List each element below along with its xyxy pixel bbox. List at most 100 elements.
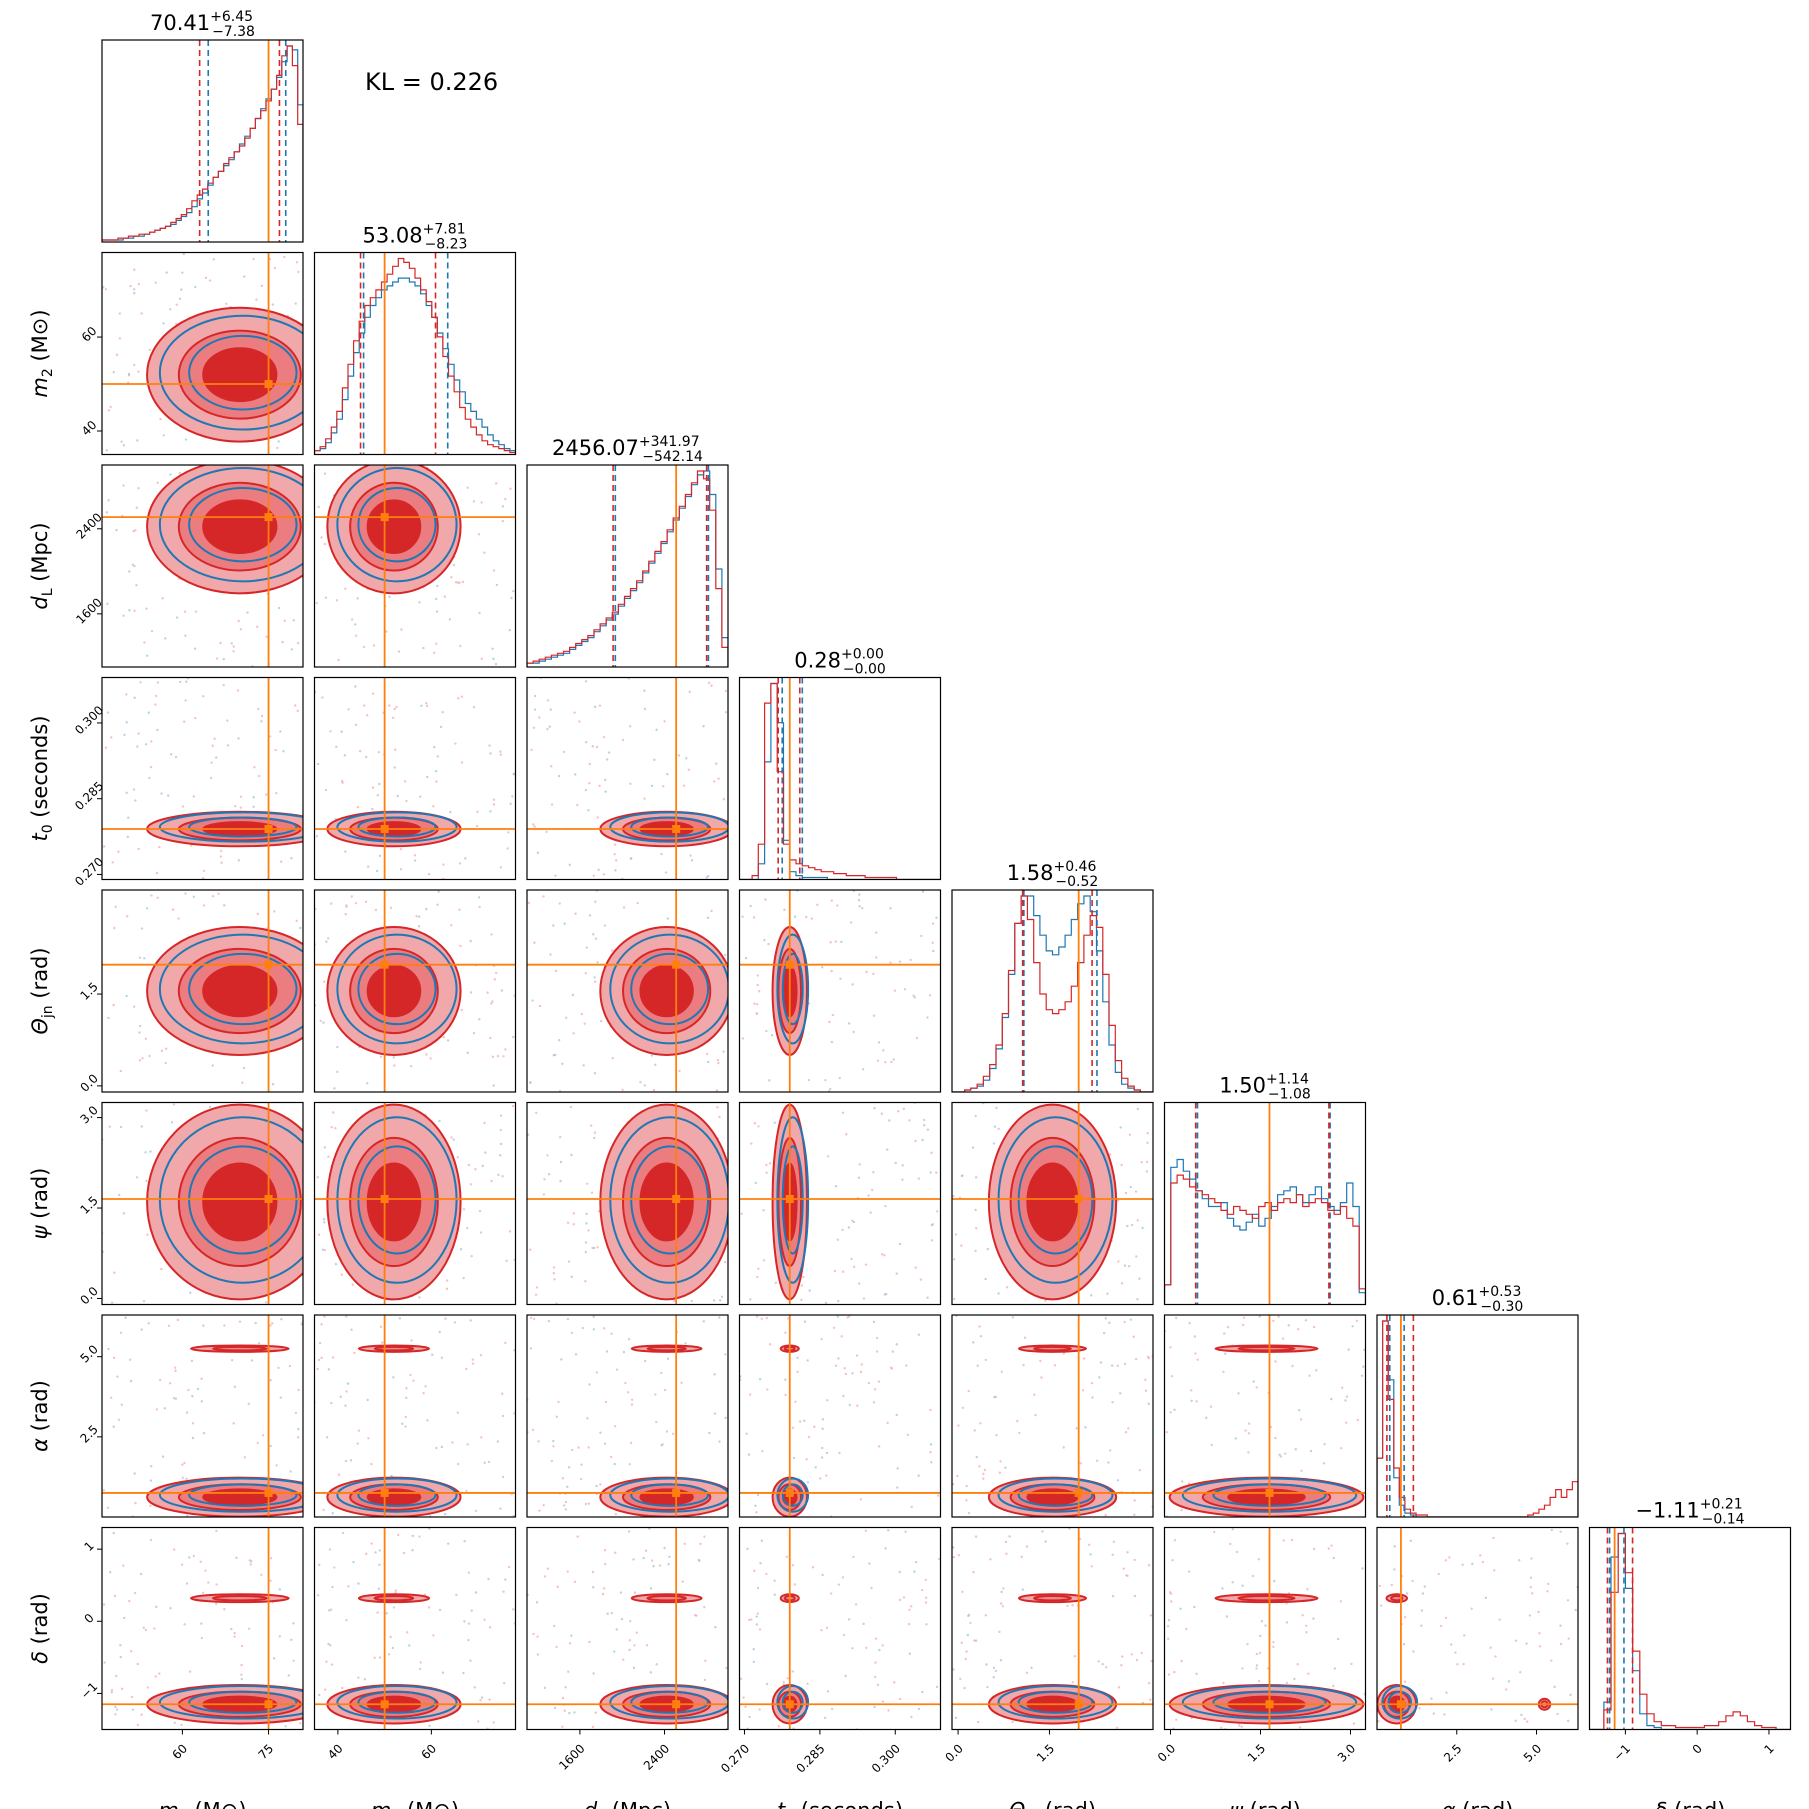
scatter-point [200,1636,204,1640]
panel-theta-vs-m2 [313,889,517,1093]
scatter-point [127,816,130,819]
panel-theta-vs-t0 [738,889,942,1093]
scatter-point [851,983,854,986]
scatter-point [328,1609,331,1612]
scatter-point [864,1263,868,1266]
scatter-point [168,1382,172,1385]
scatter-point [546,699,550,702]
scatter-point [572,1223,575,1226]
scatter-point [254,1321,257,1325]
scatter-point [391,1646,395,1650]
scatter-point [843,1367,846,1370]
scatter-point [553,1624,556,1628]
title-minus: −7.38 [212,24,255,40]
scatter-point [715,1089,719,1092]
contour-reference-1 [1017,1483,1094,1507]
scatter-point [710,684,713,687]
scatter-point [486,991,489,994]
scatter-point [851,1219,854,1222]
scatter-point [707,681,711,685]
scatter-point [567,1260,571,1263]
scatter-point [419,1661,422,1664]
scatter-point [489,752,492,755]
scatter-point [754,1181,758,1185]
scatter-point [1018,1431,1021,1435]
scatter-point [850,1257,853,1261]
y-tick-label: 3.0 [77,1103,100,1126]
scatter-point [118,337,122,340]
scatter-point [1146,1132,1149,1135]
scatter-point [592,933,595,936]
y-axis-label-dL-unit: (Mpc) [28,522,52,588]
scatter-point [327,1368,331,1371]
panel-t0-vs-dL [526,676,729,881]
scatter-point [328,1548,332,1551]
y-tick-label: 1.5 [77,980,100,1003]
scatter-point [502,1055,505,1058]
scatter-point [803,1320,807,1323]
scatter-point [591,1570,595,1574]
scatter-point [967,1613,971,1616]
scatter-point [561,1696,565,1700]
scatter-point [560,1358,563,1361]
scatter-point [462,1671,465,1675]
scatter-point [830,969,833,973]
panel-delta-vs-alpha: 2.55.0α (rad) [1376,1526,1579,1809]
scatter-point [149,1150,152,1153]
scatter-point [462,1208,466,1211]
scatter-point [240,1644,244,1648]
x-tick-label: 1.5 [1245,1741,1268,1764]
panel-content [1164,1527,1366,1730]
scatter-point [112,1356,116,1360]
scatter-point [454,581,458,584]
scatter-point [155,1605,158,1609]
scatter-point [1235,1550,1239,1554]
scatter-point [1361,1567,1364,1570]
scatter-point [133,268,136,271]
x-tick-label: 60 [418,1741,439,1762]
scatter-point [463,1539,466,1543]
scatter-point [375,869,379,873]
scatter-point [462,1276,465,1280]
scatter-point [450,1136,453,1139]
scatter-point [593,1131,597,1134]
truth-marker [785,1488,794,1497]
scatter-point [837,1357,840,1360]
scatter-point [573,1580,577,1584]
scatter-point [891,1350,894,1353]
scatter-point [167,1324,171,1327]
scatter-point [673,1299,676,1303]
scatter-point [543,1575,547,1578]
scatter-point [710,909,713,913]
scatter-point [107,1347,110,1351]
scatter-point [596,961,599,964]
scatter-point [156,896,159,899]
contour-fill-2 [1026,1488,1079,1506]
scatter-point [435,1446,438,1450]
y-tick-label: 0.0 [77,1071,100,1094]
scatter-point [450,576,453,579]
scatter-point [791,1564,795,1567]
scatter-point [232,645,235,648]
scatter-point [719,1299,722,1302]
scatter-point [774,1281,778,1285]
scatter-point [1173,1539,1177,1542]
scatter-point [321,1248,325,1251]
scatter-point [543,1686,547,1690]
panel-frame [1376,1314,1579,1518]
scatter-point [508,629,512,632]
scatter-point [904,1530,907,1533]
scatter-point [208,279,212,282]
scatter-point [331,1356,335,1359]
scatter-point [745,1432,748,1435]
scatter-point [225,302,228,305]
scatter-point [131,563,134,566]
scatter-point [135,506,138,509]
scatter-point [1281,1337,1285,1340]
scatter-point [364,900,368,903]
scatter-point [713,1373,716,1376]
scatter-point [436,755,439,758]
scatter-point [973,1429,976,1432]
scatter-point [160,1049,164,1052]
scatter-point [387,1653,391,1656]
